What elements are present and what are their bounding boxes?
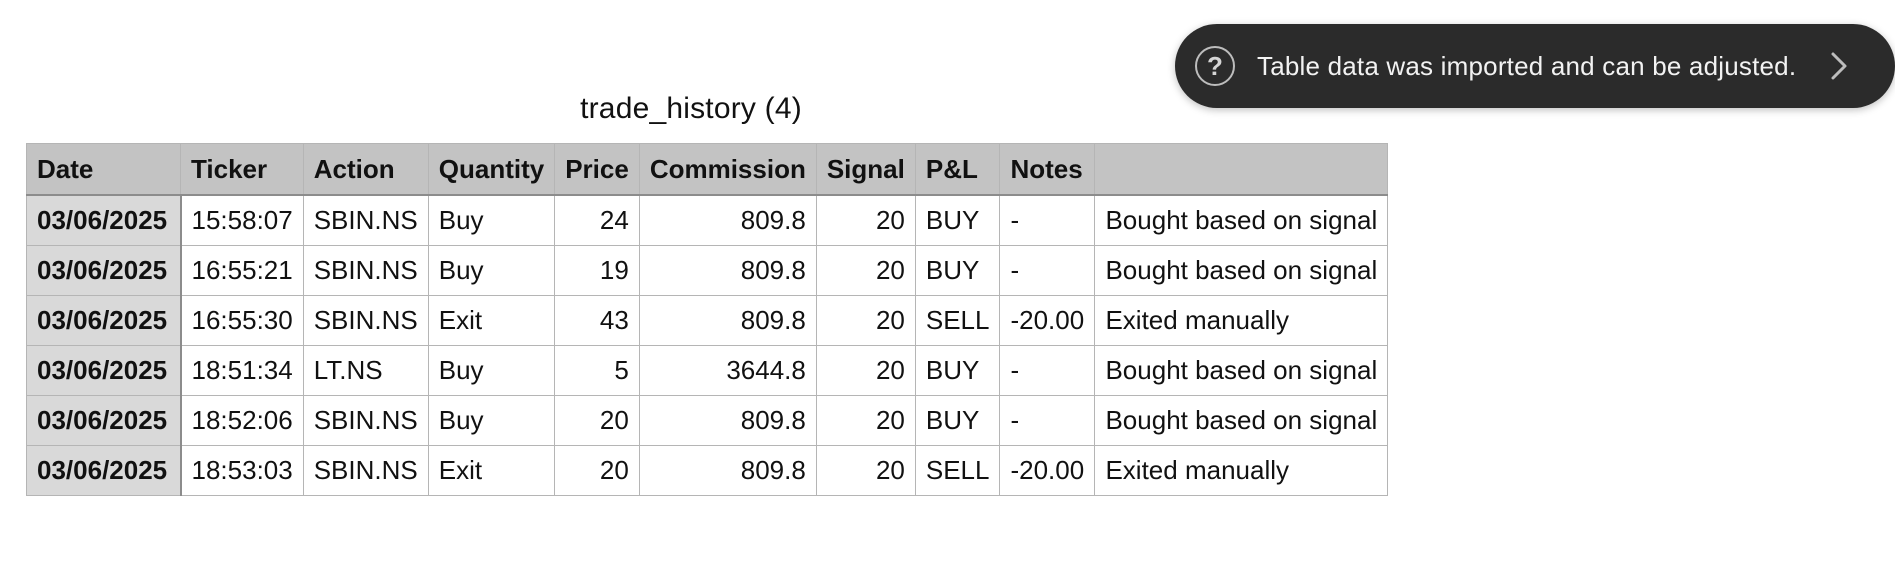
import-notification-toast[interactable]: ? Table data was imported and can be adj… <box>1175 24 1895 108</box>
cell-unnamed[interactable]: Bought based on signal <box>1094 345 1389 396</box>
cell-notes[interactable]: - <box>999 395 1096 446</box>
cell-notes[interactable]: - <box>999 345 1096 396</box>
cell-pnl[interactable]: BUY <box>914 194 1001 246</box>
cell-unnamed[interactable]: Exited manually <box>1094 295 1389 346</box>
cell-price[interactable]: 20 <box>554 395 640 446</box>
table-row[interactable]: 03/06/2025 18:52:06 SBIN.NS Buy 20 809.8… <box>26 395 1389 446</box>
cell-commission[interactable]: 809.8 <box>638 295 817 346</box>
chevron-right-icon[interactable] <box>1821 48 1857 84</box>
cell-signal[interactable]: 20 <box>815 445 916 496</box>
cell-notes[interactable]: - <box>999 245 1096 296</box>
cell-signal[interactable]: 20 <box>815 194 916 246</box>
cell-date[interactable]: 03/06/2025 <box>26 295 182 346</box>
cell-notes[interactable]: -20.00 <box>999 445 1096 496</box>
cell-commission[interactable]: 3644.8 <box>638 345 817 396</box>
cell-price[interactable]: 19 <box>554 245 640 296</box>
header-row: Date Ticker Action Quantity Price Commis… <box>26 143 1389 196</box>
cell-quantity[interactable]: Exit <box>427 295 556 346</box>
table-row[interactable]: 03/06/2025 16:55:30 SBIN.NS Exit 43 809.… <box>26 295 1389 346</box>
cell-commission[interactable]: 809.8 <box>638 445 817 496</box>
table-row[interactable]: 03/06/2025 16:55:21 SBIN.NS Buy 19 809.8… <box>26 245 1389 296</box>
table-row[interactable]: 03/06/2025 18:53:03 SBIN.NS Exit 20 809.… <box>26 445 1389 496</box>
cell-unnamed[interactable]: Bought based on signal <box>1094 245 1389 296</box>
cell-price[interactable]: 24 <box>554 194 640 246</box>
cell-unnamed[interactable]: Bought based on signal <box>1094 395 1389 446</box>
question-circle-icon[interactable]: ? <box>1195 46 1235 86</box>
cell-commission[interactable]: 809.8 <box>638 194 817 246</box>
cell-ticker[interactable]: 18:51:34 <box>180 345 304 396</box>
cell-price[interactable]: 20 <box>554 445 640 496</box>
column-header-signal[interactable]: Signal <box>815 143 916 196</box>
cell-quantity[interactable]: Buy <box>427 245 556 296</box>
cell-quantity[interactable]: Buy <box>427 194 556 246</box>
cell-date[interactable]: 03/06/2025 <box>26 245 182 296</box>
cell-action[interactable]: LT.NS <box>302 345 429 396</box>
cell-unnamed[interactable]: Exited manually <box>1094 445 1389 496</box>
column-header-quantity[interactable]: Quantity <box>427 143 556 196</box>
cell-price[interactable]: 5 <box>554 345 640 396</box>
cell-notes[interactable]: -20.00 <box>999 295 1096 346</box>
cell-action[interactable]: SBIN.NS <box>302 445 429 496</box>
table-title[interactable]: trade_history (4) <box>580 92 802 125</box>
trade-history-table[interactable]: Date Ticker Action Quantity Price Commis… <box>26 143 1389 496</box>
column-header-action[interactable]: Action <box>302 143 429 196</box>
cell-ticker[interactable]: 18:52:06 <box>180 395 304 446</box>
cell-date[interactable]: 03/06/2025 <box>26 395 182 446</box>
toast-message: Table data was imported and can be adjus… <box>1257 50 1797 81</box>
column-header-price[interactable]: Price <box>554 143 640 196</box>
cell-ticker[interactable]: 15:58:07 <box>180 194 304 246</box>
cell-signal[interactable]: 20 <box>815 395 916 446</box>
cell-ticker[interactable]: 16:55:21 <box>180 245 304 296</box>
column-header-pnl[interactable]: P&L <box>914 143 1001 196</box>
column-header-commission[interactable]: Commission <box>638 143 817 196</box>
cell-commission[interactable]: 809.8 <box>638 395 817 446</box>
cell-pnl[interactable]: SELL <box>914 445 1001 496</box>
cell-date[interactable]: 03/06/2025 <box>26 194 182 246</box>
cell-pnl[interactable]: SELL <box>914 295 1001 346</box>
cell-notes[interactable]: - <box>999 194 1096 246</box>
cell-pnl[interactable]: BUY <box>914 345 1001 396</box>
column-header-ticker[interactable]: Ticker <box>180 143 304 196</box>
cell-ticker[interactable]: 18:53:03 <box>180 445 304 496</box>
cell-price[interactable]: 43 <box>554 295 640 346</box>
cell-pnl[interactable]: BUY <box>914 245 1001 296</box>
cell-signal[interactable]: 20 <box>815 345 916 396</box>
cell-quantity[interactable]: Buy <box>427 395 556 446</box>
column-header-date[interactable]: Date <box>26 143 181 196</box>
cell-quantity[interactable]: Exit <box>427 445 556 496</box>
cell-quantity[interactable]: Buy <box>427 345 556 396</box>
column-header-unnamed[interactable] <box>1094 143 1389 196</box>
cell-unnamed[interactable]: Bought based on signal <box>1094 194 1389 246</box>
table-row[interactable]: 03/06/2025 18:51:34 LT.NS Buy 5 3644.8 2… <box>26 345 1389 396</box>
cell-date[interactable]: 03/06/2025 <box>26 345 182 396</box>
cell-action[interactable]: SBIN.NS <box>302 295 429 346</box>
table-row[interactable]: 03/06/2025 15:58:07 SBIN.NS Buy 24 809.8… <box>26 194 1389 246</box>
cell-action[interactable]: SBIN.NS <box>302 395 429 446</box>
cell-signal[interactable]: 20 <box>815 295 916 346</box>
cell-signal[interactable]: 20 <box>815 245 916 296</box>
column-header-notes[interactable]: Notes <box>999 143 1096 196</box>
cell-pnl[interactable]: BUY <box>914 395 1001 446</box>
cell-ticker[interactable]: 16:55:30 <box>180 295 304 346</box>
cell-action[interactable]: SBIN.NS <box>302 245 429 296</box>
cell-commission[interactable]: 809.8 <box>638 245 817 296</box>
cell-action[interactable]: SBIN.NS <box>302 194 429 246</box>
cell-date[interactable]: 03/06/2025 <box>26 445 182 496</box>
